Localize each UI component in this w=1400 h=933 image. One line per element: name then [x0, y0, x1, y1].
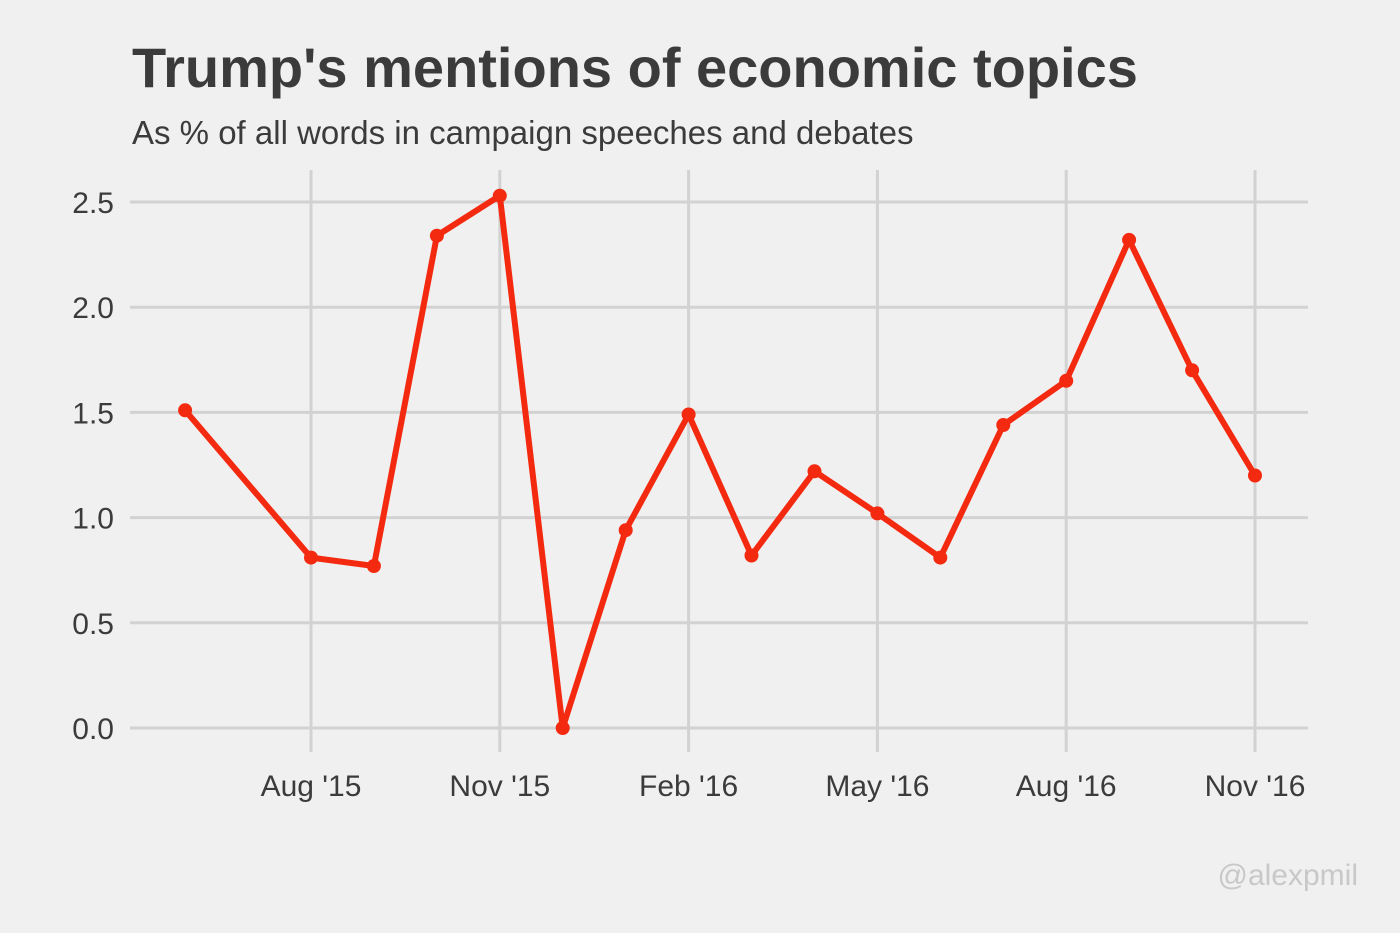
data-point	[808, 464, 822, 478]
x-tick-label: Feb '16	[639, 770, 738, 803]
data-point	[367, 559, 381, 573]
x-tick-label: Aug '15	[261, 770, 362, 803]
data-point	[682, 408, 696, 422]
author-credit: @alexpmil	[1218, 858, 1359, 894]
data-point	[1248, 469, 1262, 483]
y-tick-label: 2.5	[72, 187, 114, 220]
data-point	[745, 549, 759, 563]
x-tick-label: Nov '15	[449, 770, 550, 803]
data-point	[1059, 374, 1073, 388]
data-point	[870, 506, 884, 520]
y-tick-label: 0.5	[72, 608, 114, 641]
data-point	[996, 418, 1010, 432]
series-line	[185, 196, 1255, 728]
data-point	[1185, 363, 1199, 377]
x-tick-label: May '16	[825, 770, 929, 803]
data-point	[556, 721, 570, 735]
data-point	[493, 189, 507, 203]
data-point	[304, 551, 318, 565]
y-tick-label: 2.0	[72, 292, 114, 325]
y-tick-label: 1.5	[72, 397, 114, 430]
data-point	[430, 229, 444, 243]
x-tick-label: Aug '16	[1016, 770, 1117, 803]
series-layer	[178, 189, 1262, 735]
grid-layer	[130, 170, 1308, 752]
x-tick-label: Nov '16	[1205, 770, 1306, 803]
data-point	[619, 523, 633, 537]
y-tick-label: 1.0	[72, 503, 114, 536]
data-point	[178, 403, 192, 417]
data-point	[933, 551, 947, 565]
y-tick-label: 0.0	[72, 713, 114, 746]
data-point	[1122, 233, 1136, 247]
